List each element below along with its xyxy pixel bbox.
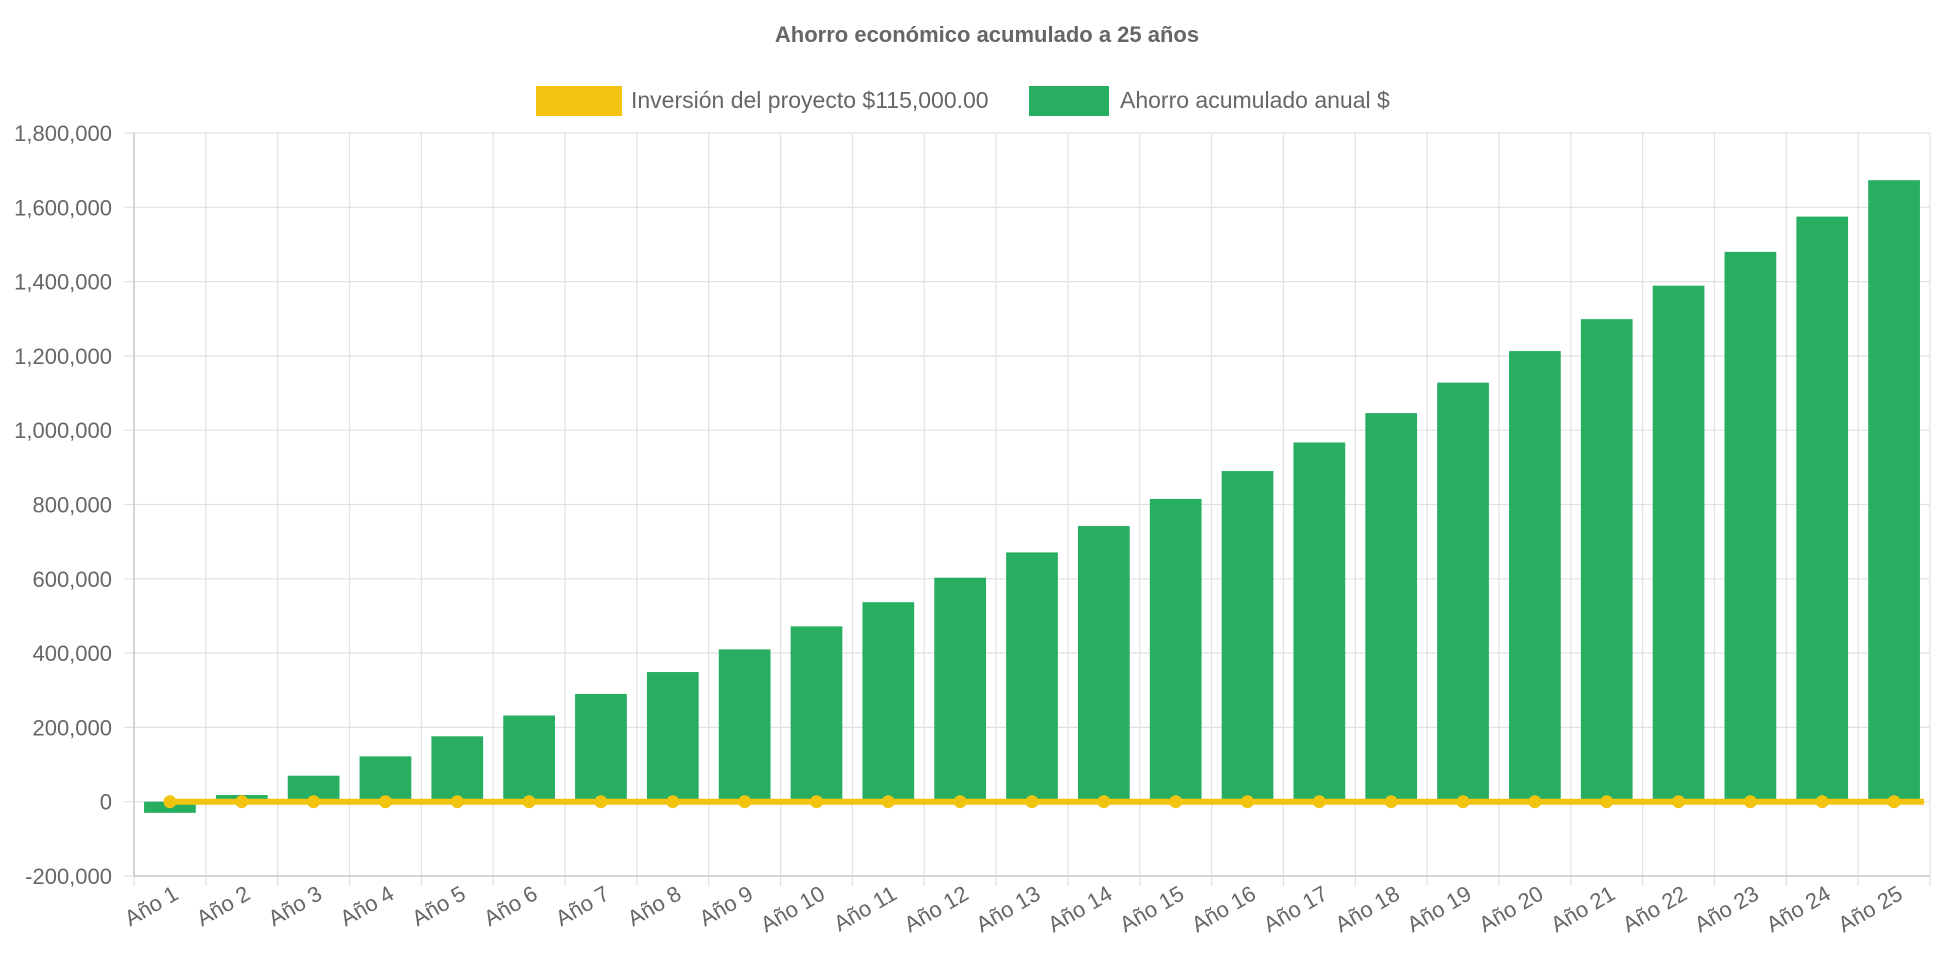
point-inversion-16[interactable]: [1241, 795, 1255, 809]
x-tick-label: Año 10: [756, 881, 829, 938]
point-inversion-8[interactable]: [666, 795, 680, 809]
bar-ahorro-22[interactable]: [1652, 285, 1705, 802]
bar-ahorro-19[interactable]: [1437, 382, 1489, 802]
bar-ahorro-6[interactable]: [503, 715, 555, 802]
legend-swatch-savings: [1029, 86, 1109, 116]
x-tick-label: Año 22: [1618, 881, 1691, 938]
y-tick-label: 1,000,000: [14, 418, 112, 443]
x-tick-label: Año 19: [1403, 881, 1476, 938]
bar-ahorro-9[interactable]: [718, 649, 771, 802]
x-tick-label: Año 13: [972, 881, 1045, 938]
point-inversion-9[interactable]: [738, 795, 752, 809]
point-inversion-23[interactable]: [1743, 795, 1757, 809]
point-inversion-24[interactable]: [1815, 795, 1829, 809]
point-inversion-21[interactable]: [1600, 795, 1614, 809]
y-tick-label: 1,400,000: [14, 270, 112, 295]
bar-ahorro-16[interactable]: [1221, 471, 1274, 802]
y-tick-label: 1,800,000: [14, 121, 112, 146]
legend-item-investment[interactable]: Inversión del proyecto $115,000.00: [536, 86, 989, 116]
x-tick-label: Año 8: [623, 881, 685, 931]
bar-ahorro-8[interactable]: [646, 672, 699, 802]
bar-ahorro-17[interactable]: [1293, 442, 1346, 802]
x-tick-label: Año 4: [336, 881, 398, 931]
y-tick-label: -200,000: [25, 864, 112, 889]
legend-swatch-investment: [536, 86, 622, 116]
bar-ahorro-15[interactable]: [1149, 498, 1202, 802]
point-inversion-5[interactable]: [450, 795, 464, 809]
x-tick-label: Año 23: [1690, 881, 1763, 938]
point-inversion-13[interactable]: [1025, 795, 1039, 809]
y-tick-label: 400,000: [32, 641, 112, 666]
point-inversion-6[interactable]: [522, 795, 536, 809]
point-inversion-22[interactable]: [1672, 795, 1686, 809]
legend-item-savings[interactable]: Ahorro acumulado anual $: [1029, 86, 1390, 116]
y-tick-label: 1,200,000: [14, 344, 112, 369]
bar-ahorro-14[interactable]: [1077, 526, 1130, 802]
legend-label-savings: Ahorro acumulado anual $: [1120, 87, 1390, 113]
bar-ahorro-23[interactable]: [1724, 251, 1777, 802]
point-inversion-19[interactable]: [1456, 795, 1470, 809]
point-inversion-1[interactable]: [163, 795, 177, 809]
y-tick-label: 200,000: [32, 715, 112, 740]
point-inversion-10[interactable]: [809, 795, 823, 809]
bar-ahorro-4[interactable]: [359, 756, 412, 802]
point-inversion-2[interactable]: [235, 795, 249, 809]
x-tick-label: Año 12: [900, 881, 973, 938]
bar-ahorro-21[interactable]: [1580, 319, 1633, 802]
point-inversion-3[interactable]: [307, 795, 321, 809]
x-tick-label: Año 21: [1546, 881, 1619, 938]
bar-ahorro-5[interactable]: [431, 736, 484, 802]
x-tick-label: Año 16: [1187, 881, 1260, 938]
x-tick-label: Año 17: [1259, 881, 1332, 938]
bar-ahorro-12[interactable]: [934, 577, 987, 802]
y-axis: 1,800,000 1,600,000 1,400,000 1,200,000 1,00…: [14, 121, 135, 889]
investment-line: [163, 795, 1924, 809]
point-inversion-25[interactable]: [1887, 795, 1901, 809]
chart-title: Ahorro económico acumulado a 25 años: [775, 22, 1199, 47]
x-tick-label: Año 1: [120, 881, 182, 931]
x-tick-label: Año 15: [1115, 881, 1188, 938]
x-tick-label: Año 3: [264, 881, 326, 931]
point-inversion-12[interactable]: [953, 795, 967, 809]
y-tick-label: 0: [100, 790, 112, 815]
point-inversion-20[interactable]: [1528, 795, 1542, 809]
bar-ahorro-18[interactable]: [1365, 413, 1418, 802]
point-inversion-17[interactable]: [1312, 795, 1326, 809]
legend-label-investment: Inversión del proyecto $115,000.00: [631, 87, 989, 113]
x-tick-label: Año 7: [551, 881, 613, 931]
y-tick-label: 1,600,000: [14, 195, 112, 220]
point-inversion-7[interactable]: [594, 795, 608, 809]
y-tick-label: 600,000: [32, 567, 112, 592]
y-tick-label: 800,000: [32, 493, 112, 518]
bar-ahorro-10[interactable]: [790, 626, 843, 802]
point-inversion-14[interactable]: [1097, 795, 1111, 809]
x-tick-label: Año 14: [1043, 881, 1116, 938]
bar-ahorro-24[interactable]: [1796, 216, 1849, 802]
x-tick-label: Año 24: [1762, 881, 1835, 938]
x-tick-label: Año 11: [829, 881, 900, 937]
x-tick-label: Año 6: [479, 881, 541, 931]
point-inversion-11[interactable]: [881, 795, 895, 809]
x-axis: Año 1 Año 2 Año 3 Año 4 Año 5 Año 6 Año 7 Año 8…: [120, 875, 1930, 938]
x-tick-label: Año 25: [1834, 881, 1907, 938]
x-tick-label: Año 20: [1474, 881, 1547, 938]
bar-ahorro-13[interactable]: [1006, 552, 1058, 802]
bar-ahorro-11[interactable]: [862, 602, 915, 802]
x-tick-label: Año 18: [1331, 881, 1404, 938]
x-tick-label: Año 5: [407, 881, 469, 931]
bar-ahorro-7[interactable]: [575, 693, 627, 802]
bar-ahorro-20[interactable]: [1509, 351, 1561, 802]
point-inversion-18[interactable]: [1384, 795, 1398, 809]
legend: Inversión del proyecto $115,000.00 Ahorr…: [536, 86, 1390, 116]
x-tick-label: Año 9: [695, 881, 757, 931]
point-inversion-4[interactable]: [378, 795, 392, 809]
bar-ahorro-25[interactable]: [1868, 180, 1920, 802]
point-inversion-15[interactable]: [1169, 795, 1183, 809]
bars: [144, 180, 1920, 813]
x-tick-label: Año 2: [192, 881, 254, 931]
